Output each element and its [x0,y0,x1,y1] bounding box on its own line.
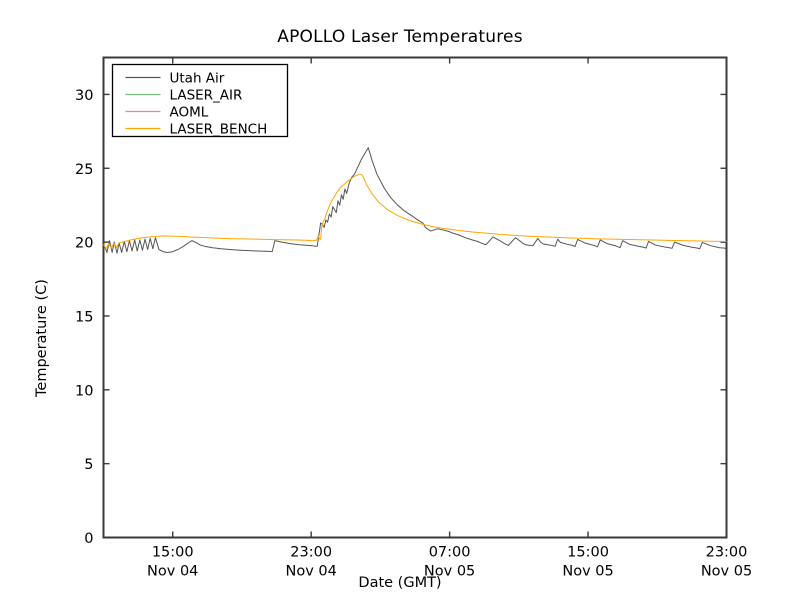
legend-label-utah-air: Utah Air [170,71,225,87]
x-tick-label-time: 07:00 [429,545,471,561]
x-tick-label-time: 23:00 [290,545,332,561]
x-tick-label-date: Nov 04 [285,564,336,580]
x-tick-label-time: 15:00 [567,545,609,561]
x-axis-label: Date (GMT) [358,575,442,591]
x-tick-label-date: Nov 04 [147,564,198,580]
y-tick-label: 0 [84,531,93,547]
legend-label-laser-bench: LASER_BENCH [170,122,268,138]
y-axis-label: Temperature (C) [34,279,50,397]
page-title: APOLLO Laser Temperatures [277,27,523,47]
x-tick-label-time: 23:00 [706,545,748,561]
legend-label-aoml: AOML [170,105,209,121]
series-line-utah-air [103,147,727,254]
y-tick-label: 15 [75,309,93,325]
legend-box [111,63,289,138]
x-tick-label-date: Nov 05 [701,564,752,580]
x-tick-label-time: 15:00 [152,545,194,561]
y-tick-label: 20 [75,236,93,252]
y-tick-label: 25 [75,162,93,178]
data-series-group [103,147,727,254]
y-tick-label: 10 [75,383,93,399]
y-tick-label: 5 [84,457,93,473]
plot-frame [102,56,728,539]
legend-label-laser-air: LASER_AIR [170,88,243,104]
series-line-laser-bench [103,173,727,250]
x-tick-label-date: Nov 05 [424,564,475,580]
x-tick-label-date: Nov 05 [562,564,613,580]
y-tick-label: 30 [75,88,93,104]
